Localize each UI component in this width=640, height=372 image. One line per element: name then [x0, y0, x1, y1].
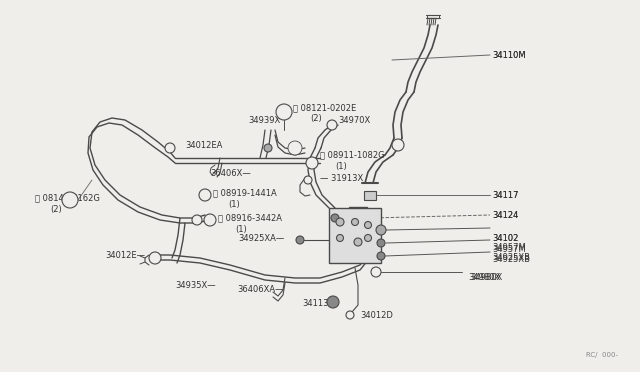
Text: 34925XB: 34925XB — [492, 253, 530, 263]
Text: 34012E—: 34012E— — [105, 250, 145, 260]
Bar — [329, 208, 381, 263]
Circle shape — [165, 143, 175, 153]
Text: 34980X: 34980X — [468, 273, 500, 282]
Text: 34113G: 34113G — [302, 298, 335, 308]
Circle shape — [337, 234, 344, 241]
Text: 34939X: 34939X — [248, 115, 280, 125]
Text: RC/  000-: RC/ 000- — [586, 352, 618, 358]
Circle shape — [392, 139, 404, 151]
Text: (1): (1) — [335, 161, 347, 170]
Circle shape — [346, 311, 354, 319]
Bar — [364, 190, 376, 199]
Text: ⓥ 08916-3442A: ⓥ 08916-3442A — [218, 214, 282, 222]
Text: 34980X: 34980X — [470, 273, 502, 282]
Text: 34012D: 34012D — [360, 311, 393, 320]
Text: 34102: 34102 — [492, 234, 518, 243]
Circle shape — [327, 296, 339, 308]
Bar — [349, 207, 367, 229]
Text: 34124: 34124 — [492, 211, 518, 219]
Text: 34117: 34117 — [492, 190, 518, 199]
Text: 34110M: 34110M — [492, 51, 525, 60]
Circle shape — [394, 141, 402, 149]
Circle shape — [377, 252, 385, 260]
Text: 34102: 34102 — [492, 234, 518, 243]
Text: 34012EA: 34012EA — [185, 141, 222, 150]
Text: 34935X—: 34935X— — [175, 280, 216, 289]
Circle shape — [336, 218, 344, 226]
Circle shape — [327, 120, 337, 130]
Circle shape — [291, 144, 300, 153]
Circle shape — [149, 252, 161, 264]
Text: B: B — [282, 109, 287, 115]
Circle shape — [296, 236, 304, 244]
Text: Ⓝ 08919-1441A: Ⓝ 08919-1441A — [213, 189, 276, 198]
Circle shape — [288, 141, 302, 155]
Circle shape — [377, 239, 385, 247]
Circle shape — [365, 234, 371, 241]
Text: 34110M: 34110M — [492, 51, 525, 60]
Circle shape — [331, 214, 339, 222]
Text: 34957M: 34957M — [492, 244, 525, 253]
Text: 34925XA—: 34925XA— — [238, 234, 284, 243]
Text: 34957M: 34957M — [492, 244, 525, 253]
Circle shape — [264, 144, 272, 152]
Text: V: V — [207, 218, 212, 222]
Text: (1): (1) — [228, 199, 240, 208]
Text: 34970X: 34970X — [338, 115, 371, 125]
Text: 34124: 34124 — [492, 211, 518, 219]
Text: (2): (2) — [50, 205, 61, 214]
Text: 34117: 34117 — [492, 190, 518, 199]
Text: B: B — [67, 197, 72, 203]
Circle shape — [354, 238, 362, 246]
Text: Ⓝ 08911-1082G: Ⓝ 08911-1082G — [320, 151, 385, 160]
Text: 34925XB: 34925XB — [492, 256, 530, 264]
Text: N: N — [202, 192, 208, 198]
Text: (1): (1) — [235, 224, 247, 234]
Text: N: N — [309, 160, 315, 166]
Circle shape — [306, 157, 318, 169]
Circle shape — [276, 104, 292, 120]
Circle shape — [376, 225, 386, 235]
Text: (2): (2) — [310, 113, 322, 122]
Text: 36406XA—: 36406XA— — [237, 285, 284, 295]
Text: 36406X—: 36406X— — [210, 169, 251, 177]
Circle shape — [371, 267, 381, 277]
Circle shape — [304, 176, 312, 184]
Circle shape — [192, 215, 202, 225]
Circle shape — [62, 192, 78, 208]
Text: Ⓑ 08121-0202E: Ⓑ 08121-0202E — [293, 103, 356, 112]
Text: — 31913X: — 31913X — [320, 173, 364, 183]
Circle shape — [204, 214, 216, 226]
Circle shape — [365, 221, 371, 228]
Circle shape — [351, 218, 358, 225]
Text: Ⓑ 08146-6162G: Ⓑ 08146-6162G — [35, 193, 100, 202]
Circle shape — [199, 189, 211, 201]
